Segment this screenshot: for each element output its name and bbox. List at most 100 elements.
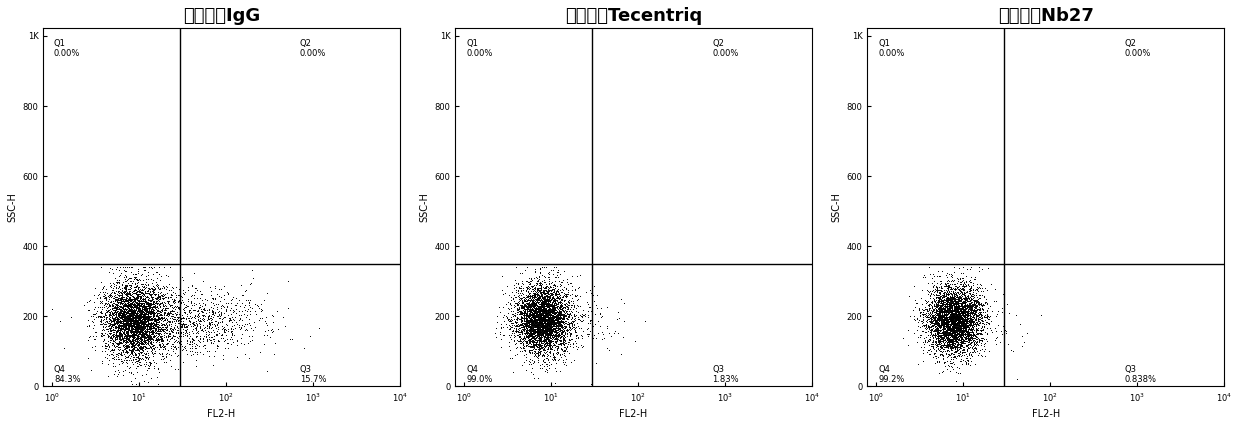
Point (126, 294, 146, 301)
Point (217, 289, 237, 296)
Point (201, 340, 221, 346)
Point (159, 298, 178, 305)
Point (119, 307, 139, 314)
Point (119, 365, 139, 372)
Point (82, 343, 102, 350)
Point (92, 310, 112, 317)
Point (532, 319, 551, 326)
Point (968, 288, 987, 294)
Point (120, 347, 140, 354)
Point (124, 288, 144, 294)
Point (154, 325, 173, 332)
Point (508, 293, 528, 300)
Point (524, 333, 544, 340)
Point (139, 289, 159, 296)
Point (942, 344, 961, 351)
Point (140, 334, 160, 341)
Point (945, 344, 965, 351)
Point (550, 302, 570, 309)
Point (943, 316, 963, 322)
Point (519, 346, 539, 353)
Point (981, 317, 1001, 324)
Point (195, 326, 214, 333)
Point (167, 324, 187, 331)
Point (183, 323, 203, 330)
Point (520, 320, 540, 327)
Point (527, 298, 546, 305)
Point (540, 297, 560, 304)
Point (538, 336, 558, 343)
Point (198, 313, 218, 320)
Point (924, 288, 944, 295)
Point (550, 301, 570, 308)
Point (118, 302, 138, 309)
Point (564, 313, 584, 320)
Point (934, 311, 954, 318)
Point (118, 291, 138, 298)
Point (943, 322, 963, 329)
Point (150, 303, 170, 310)
Point (532, 309, 551, 316)
Point (501, 315, 520, 322)
Point (924, 332, 944, 339)
Point (534, 322, 554, 329)
Point (528, 322, 548, 329)
Point (934, 316, 954, 323)
Point (126, 320, 146, 326)
Point (524, 322, 544, 328)
Point (560, 321, 580, 328)
Point (522, 299, 541, 306)
Point (116, 312, 136, 319)
Point (136, 312, 156, 319)
Point (538, 301, 558, 308)
Point (524, 311, 544, 318)
Point (927, 304, 947, 311)
Point (512, 319, 532, 326)
Point (120, 311, 140, 318)
Point (527, 307, 546, 314)
Point (937, 299, 957, 305)
Point (949, 310, 969, 317)
Point (942, 302, 961, 309)
Point (945, 297, 965, 304)
Point (577, 300, 597, 307)
Point (533, 307, 553, 314)
Point (123, 323, 142, 330)
Point (515, 322, 535, 329)
Point (135, 315, 155, 322)
Point (965, 308, 985, 314)
Point (554, 338, 574, 345)
Point (152, 343, 172, 350)
Point (944, 295, 964, 302)
Point (108, 324, 128, 331)
Point (581, 290, 601, 296)
Point (508, 305, 528, 311)
Point (947, 304, 966, 311)
Point (960, 311, 980, 318)
Point (548, 325, 567, 331)
Point (504, 303, 524, 310)
Point (517, 320, 536, 326)
Point (911, 312, 930, 319)
Point (933, 333, 953, 340)
Point (954, 297, 974, 304)
Point (135, 295, 155, 302)
Point (945, 332, 965, 339)
Point (942, 321, 961, 328)
Point (510, 309, 530, 316)
Point (953, 314, 973, 321)
Point (529, 313, 549, 320)
Point (512, 304, 532, 311)
Point (928, 314, 948, 321)
Point (118, 337, 138, 343)
Point (533, 295, 553, 302)
Point (948, 315, 968, 322)
Point (515, 308, 535, 314)
Point (123, 332, 142, 339)
Point (943, 312, 963, 319)
X-axis label: FL2-H: FL2-H (207, 409, 235, 419)
Point (534, 317, 554, 324)
Point (550, 337, 570, 344)
Point (527, 331, 546, 338)
Point (534, 337, 554, 343)
